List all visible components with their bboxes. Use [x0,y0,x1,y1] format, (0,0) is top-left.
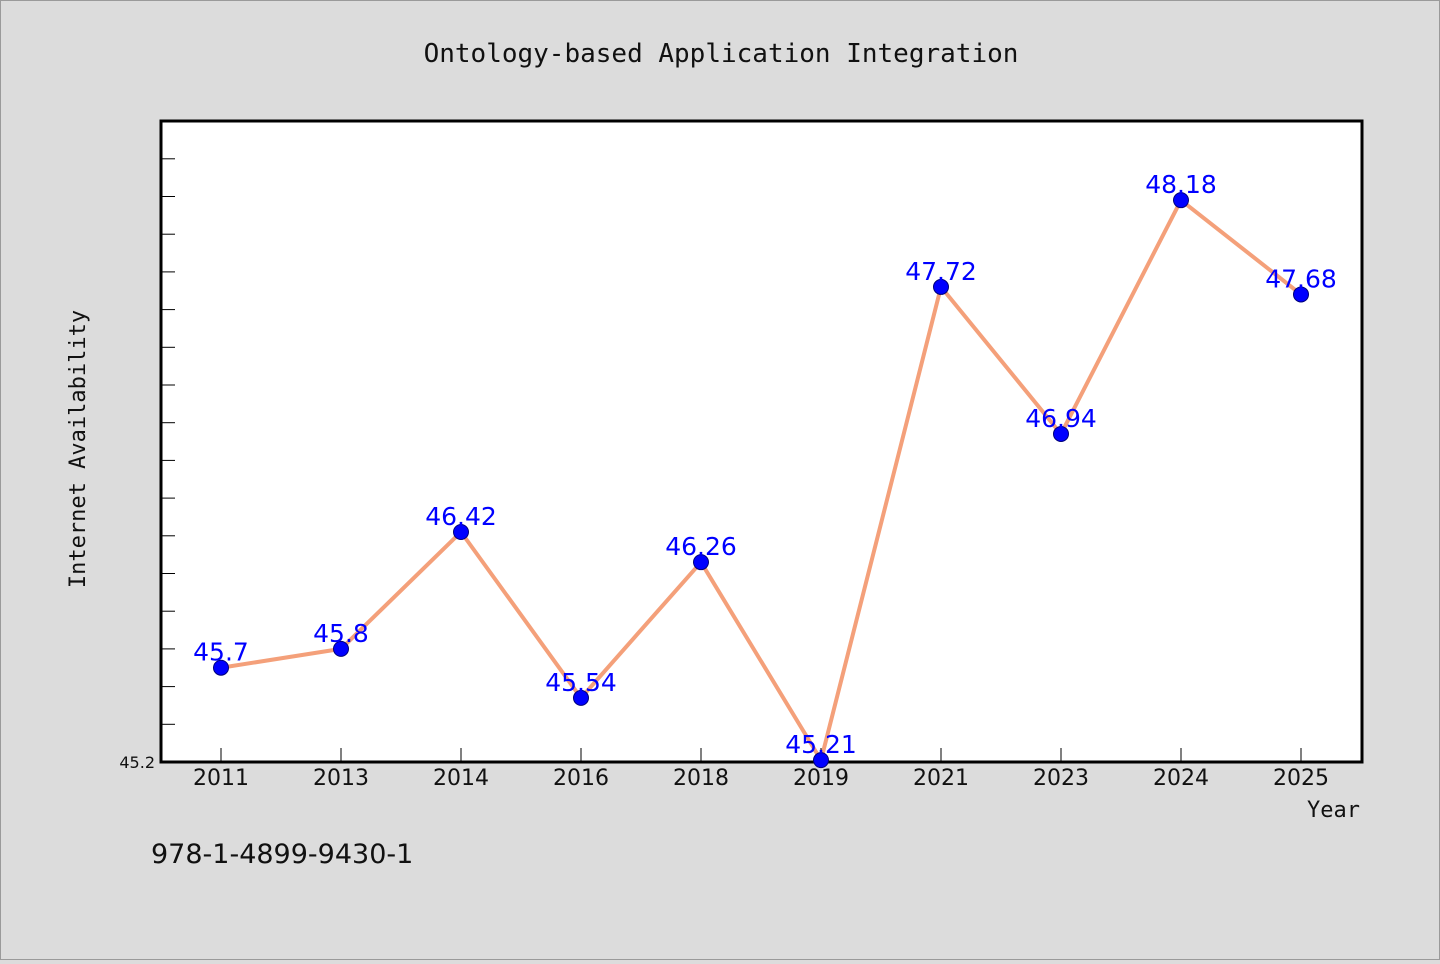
x-axis-tick-labels: 2011 2013 2014 2016 2018 2019 2021 2023 2024 2025 [193,766,1329,791]
x-tick-label: 2024 [1153,766,1209,791]
x-tick-label: 2021 [913,766,969,791]
data-point-marker [813,752,829,769]
chart-title: Ontology-based Application Integration [424,39,1019,69]
data-label: 47.72 [905,257,977,286]
data-label: 45.7 [193,638,249,667]
data-point-marker [333,640,349,657]
data-point-marker [693,554,709,571]
y-axis-tick-labels: 45.2 [119,753,155,772]
data-label: 45.54 [545,668,617,697]
y-axis-label: Internet Availability [66,310,91,588]
data-label: 46.94 [1025,404,1097,433]
x-tick-label: 2023 [1033,766,1089,791]
x-tick-label: 2018 [673,766,729,791]
data-point-marker [933,278,949,295]
x-tick-label: 2025 [1273,766,1329,791]
x-tick-label: 2013 [313,766,369,791]
y-tick-label: 45.2 [119,753,155,772]
x-tick-label: 2019 [793,766,849,791]
data-label: 45.8 [313,619,369,648]
data-point-marker [1173,192,1189,209]
data-label: 48.18 [1145,170,1217,199]
footer-text: 978-1-4899-9430-1 [151,839,413,870]
y-axis-ticks [161,158,175,763]
data-point-marker [573,689,589,706]
data-label: 45.21 [785,730,857,759]
data-label: 47.68 [1265,264,1337,293]
x-axis-ticks [220,748,1302,762]
series-line [219,198,1303,763]
data-point-marker [213,659,229,676]
data-point-marker [1053,425,1069,442]
x-tick-label: 2016 [553,766,609,791]
data-point-marker [1293,286,1309,303]
data-markers [213,192,1309,769]
data-labels: 45.7 45.8 46.42 45.54 46.26 45.21 47.72 46.94 48… [193,170,1337,759]
data-label: 46.26 [665,532,737,561]
data-point-marker [453,523,469,540]
data-label: 46.42 [425,502,497,531]
x-tick-label: 2014 [433,766,489,791]
x-axis-label: Year [1307,798,1360,823]
plot-area [159,119,1364,764]
x-tick-label: 2011 [193,766,249,791]
